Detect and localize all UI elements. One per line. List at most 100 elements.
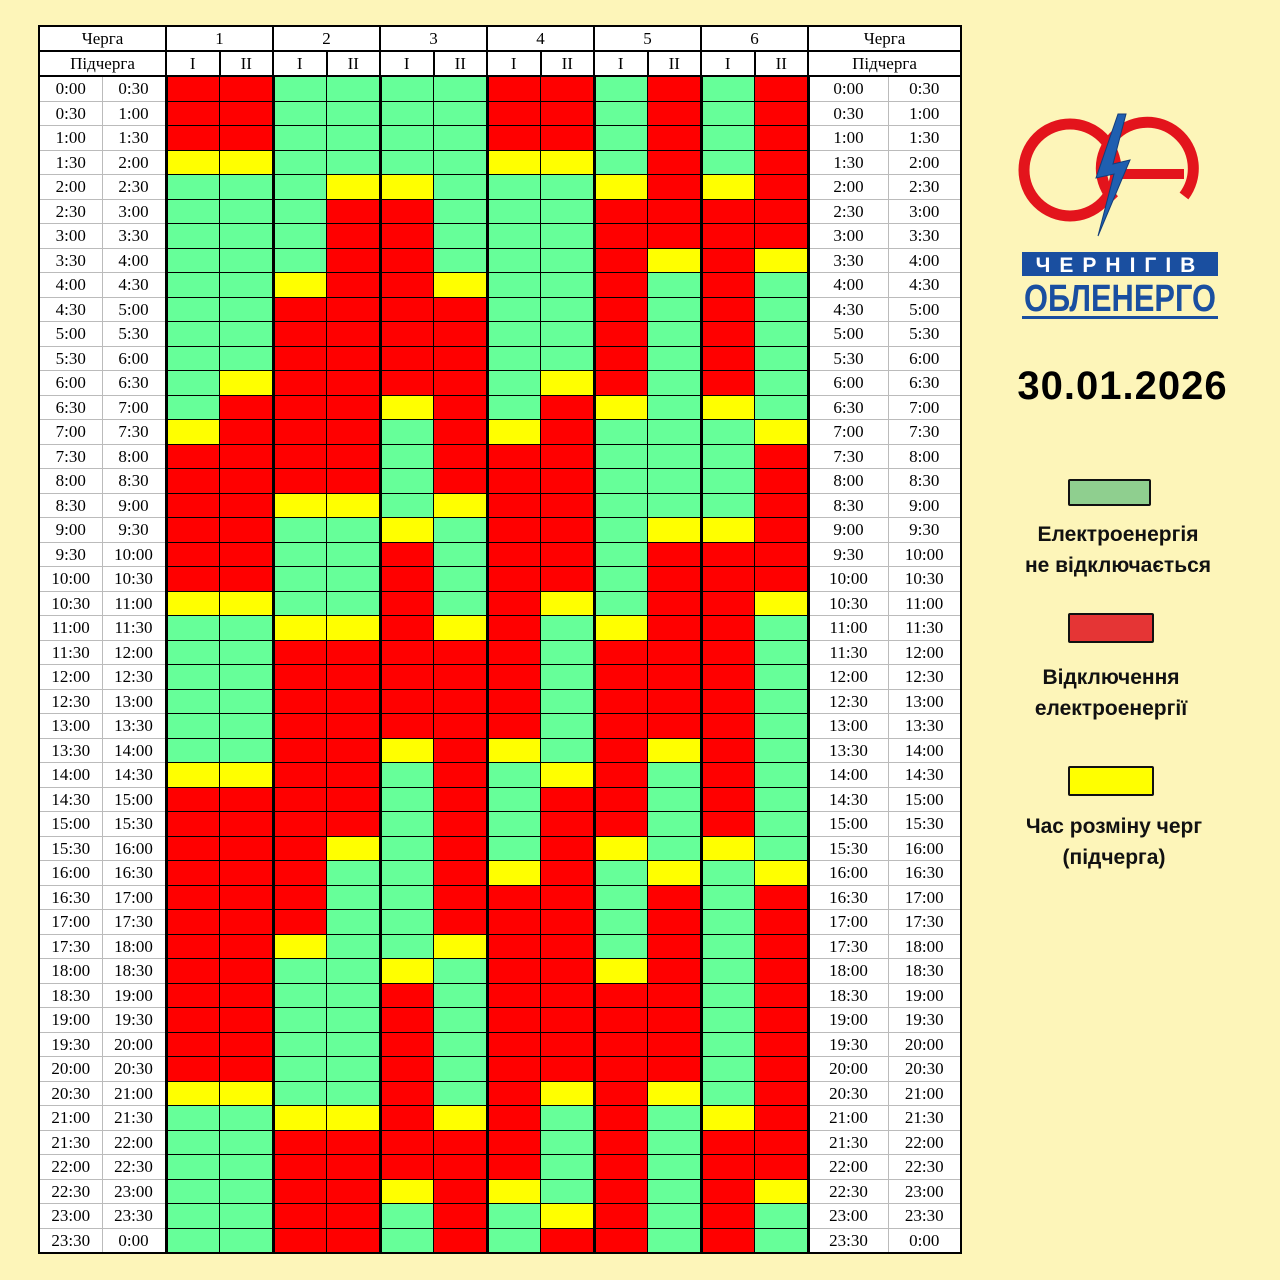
time-to: 9:30 <box>887 517 962 543</box>
status-cell-outage <box>164 909 220 935</box>
status-cell-outage <box>326 443 381 469</box>
status-cell-changeover <box>164 419 220 445</box>
status-cell-outage <box>164 468 220 494</box>
status-cell-on <box>433 566 488 592</box>
status-cell-outage <box>485 884 541 910</box>
status-cell-on <box>699 933 755 959</box>
time-from: 2:30 <box>806 198 889 224</box>
status-cell-outage <box>754 1080 809 1106</box>
status-cell-outage <box>378 639 434 665</box>
status-cell-outage <box>219 884 274 910</box>
status-cell-on <box>485 296 541 322</box>
status-cell-outage <box>485 1105 541 1131</box>
time-to: 22:00 <box>101 1129 167 1155</box>
status-cell-on <box>540 639 595 665</box>
status-cell-outage <box>699 590 755 616</box>
status-cell-on <box>592 590 648 616</box>
time-from: 1:30 <box>806 149 889 175</box>
legend-line: Час розміну черг <box>1025 815 1203 838</box>
status-cell-outage <box>271 1129 327 1155</box>
status-cell-on <box>326 100 381 126</box>
status-cell-on <box>378 75 434 102</box>
status-cell-outage <box>540 982 595 1008</box>
time-to: 2:30 <box>101 174 167 200</box>
status-cell-on <box>699 125 755 151</box>
time-from: 7:00 <box>38 419 103 445</box>
time-from: 0:00 <box>38 75 103 102</box>
svg-text:ЧЕРНІГІВ: ЧЕРНІГІВ <box>1036 254 1205 277</box>
status-cell-on <box>699 982 755 1008</box>
time-to: 18:30 <box>101 958 167 984</box>
status-cell-changeover <box>433 933 488 959</box>
status-cell-outage <box>699 370 755 396</box>
status-cell-outage <box>485 958 541 984</box>
status-cell-changeover <box>754 419 809 445</box>
status-cell-outage <box>219 492 274 518</box>
time-from: 17:30 <box>38 933 103 959</box>
status-cell-outage <box>433 860 488 886</box>
time-to: 10:00 <box>887 541 962 567</box>
time-from: 16:00 <box>38 860 103 886</box>
status-cell-outage <box>647 982 702 1008</box>
status-cell-on <box>647 762 702 788</box>
time-from: 19:00 <box>38 1007 103 1033</box>
status-cell-on <box>219 247 274 273</box>
svg-text:ОБЛЕНЕРГО: ОБЛЕНЕРГО <box>1024 278 1216 320</box>
status-cell-on <box>592 541 648 567</box>
time-to: 14:30 <box>887 762 962 788</box>
status-cell-outage <box>326 272 381 298</box>
status-cell-outage <box>754 198 809 224</box>
status-cell-changeover <box>647 1080 702 1106</box>
time-from: 11:00 <box>806 615 889 641</box>
time-from: 9:30 <box>806 541 889 567</box>
status-cell-on <box>754 296 809 322</box>
status-cell-outage <box>378 247 434 273</box>
status-cell-outage <box>164 933 220 959</box>
status-cell-outage <box>647 541 702 567</box>
status-cell-changeover <box>699 517 755 543</box>
time-to: 4:30 <box>887 272 962 298</box>
time-to: 15:00 <box>887 786 962 812</box>
status-cell-outage <box>754 443 809 469</box>
time-from: 7:30 <box>38 443 103 469</box>
schedule-row: 11:00 11:30 11:00 11:30 <box>38 615 962 641</box>
status-cell-outage <box>378 296 434 322</box>
status-cell-on <box>754 370 809 396</box>
status-cell-on <box>485 272 541 298</box>
status-cell-outage <box>378 1056 434 1082</box>
status-cell-on <box>647 443 702 469</box>
status-cell-on <box>164 296 220 322</box>
status-cell-on <box>699 958 755 984</box>
time-from: 10:30 <box>806 590 889 616</box>
status-cell-outage <box>754 1129 809 1155</box>
status-cell-outage <box>485 566 541 592</box>
status-cell-on <box>326 149 381 175</box>
status-cell-on <box>378 1203 434 1229</box>
status-cell-on <box>271 517 327 543</box>
status-cell-on <box>271 247 327 273</box>
status-cell-on <box>164 321 220 347</box>
status-cell-changeover <box>271 615 327 641</box>
time-to: 9:00 <box>887 492 962 518</box>
status-cell-outage <box>592 1056 648 1082</box>
status-cell-outage <box>699 1178 755 1204</box>
status-cell-changeover <box>219 762 274 788</box>
status-cell-changeover <box>271 1105 327 1131</box>
queue-number: 6 <box>700 25 809 52</box>
status-cell-on <box>219 1178 274 1204</box>
time-from: 19:00 <box>806 1007 889 1033</box>
time-to: 17:30 <box>887 909 962 935</box>
status-cell-outage <box>754 982 809 1008</box>
time-from: 7:30 <box>806 443 889 469</box>
time-to: 23:30 <box>887 1203 962 1229</box>
status-cell-on <box>647 296 702 322</box>
queue-number: 5 <box>593 25 702 52</box>
schedule-row: 15:00 15:30 15:00 15:30 <box>38 811 962 837</box>
status-cell-outage <box>699 811 755 837</box>
time-to: 16:30 <box>887 860 962 886</box>
status-cell-outage <box>592 247 648 273</box>
status-cell-on <box>378 860 434 886</box>
status-cell-on <box>540 737 595 763</box>
status-cell-outage <box>271 321 327 347</box>
status-cell-changeover <box>485 737 541 763</box>
